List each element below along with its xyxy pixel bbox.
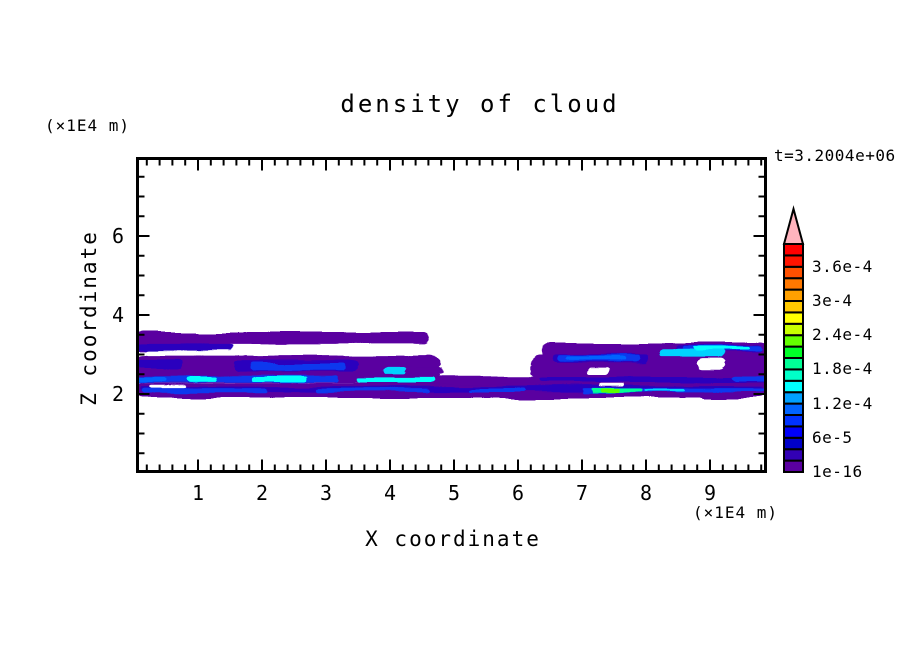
x-axis-unit-label: (×1E4 m) [692,503,778,522]
contour-region [146,350,246,357]
colorbar-segment [783,265,804,280]
z-tick-label: 6 [111,224,124,248]
contour-region [384,367,408,374]
contour-region [141,388,269,394]
contour-region [646,388,685,393]
contour-region [316,388,429,393]
colorbar-segment [783,322,804,337]
x-tick-label: 5 [447,481,461,505]
colorbar-segment [783,448,804,462]
contour-cloud-layer [138,331,766,398]
x-tick-label: 7 [575,481,589,505]
colorbar-segment [783,379,804,394]
x-tick-label: 8 [639,481,653,505]
contour-region [697,357,726,369]
colorbar-tick-label: 6e-5 [812,427,853,447]
colorbar-segment [783,243,804,257]
contour-region [250,363,346,371]
contour-region [138,377,166,381]
x-tick-label: 4 [383,481,397,505]
colorbar-tick-label: 1.8e-4 [812,359,873,379]
contour-region [692,347,749,351]
colorbar-tick-label: 1e-16 [812,462,863,481]
z-tick-label: 2 [111,382,124,406]
plot-frame [136,157,767,473]
colorbar-segment [783,436,804,451]
contour-region [252,377,307,381]
colorbar-segment [783,334,804,348]
x-tick-label: 9 [703,481,717,505]
contour-region [186,377,218,382]
contour-region [537,377,766,383]
z-tick-label: 4 [111,303,124,327]
contour-region [732,376,766,381]
contour-region [470,388,525,393]
x-tick-label: 2 [255,481,269,505]
x-axis-label: X coordinate [365,527,541,551]
contour-region [658,349,723,357]
x-tick-label: 3 [319,481,333,505]
colorbar-tick-label: 1.2e-4 [812,393,873,413]
contour-region [396,367,445,374]
colorbar-segment [783,357,804,371]
contour-region [566,356,627,361]
chart-title: density of cloud [340,90,620,118]
contour-region [138,360,182,370]
colorbar-tick-label: 3e-4 [812,291,853,310]
colorbar-segment [783,345,804,360]
colorbar-segment [783,300,804,314]
colorbar-tick-label: 3.6e-4 [812,256,873,276]
colorbar-segment [783,391,804,405]
colorbar-segment [783,459,804,474]
contour-region [138,343,234,351]
colorbar-overflow-arrow [782,205,805,245]
colorbar-segment [783,425,804,439]
contour-region [588,367,611,374]
axis-ticks [137,158,766,472]
colorbar-segment [783,414,804,428]
colorbar-segment [783,277,804,291]
contour-region [358,377,435,383]
colorbar-segment [783,368,804,382]
colorbar-segment [783,402,804,417]
colorbar-segment [783,311,804,325]
x-tick-label: 1 [191,481,205,505]
colorbar-segment [783,254,804,268]
colorbar-tick-label: 2.4e-4 [812,325,873,345]
x-tick-label: 6 [511,481,525,505]
contour-region [599,383,626,388]
colorbar-segment [783,288,804,303]
colorbar [782,205,805,474]
contour-region [150,383,186,389]
contour-region [601,388,622,393]
time-annotation: t=3.2004e+06 [774,146,896,165]
z-axis-unit-label: (×1E4 m) [45,116,131,135]
